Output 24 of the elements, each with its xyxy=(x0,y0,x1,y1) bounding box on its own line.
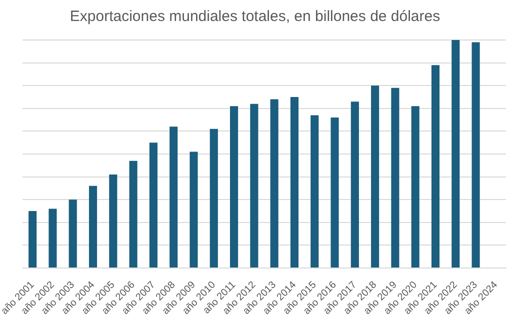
bar xyxy=(290,97,298,268)
bar xyxy=(109,174,118,268)
bar xyxy=(310,115,319,268)
bar xyxy=(190,152,198,268)
bar xyxy=(452,40,460,268)
bar xyxy=(170,126,178,268)
bar xyxy=(250,104,258,268)
bar xyxy=(350,102,359,268)
bar xyxy=(88,186,98,268)
bar xyxy=(371,86,380,268)
bar xyxy=(149,142,158,268)
bar xyxy=(270,99,278,268)
bar xyxy=(230,106,238,268)
chart-title: Exportaciones mundiales totales, en billones de dólares xyxy=(70,8,440,26)
bar xyxy=(68,200,77,268)
bar xyxy=(391,88,400,268)
bar xyxy=(210,128,218,268)
bar xyxy=(431,65,440,268)
bar xyxy=(330,118,339,268)
bar xyxy=(411,106,420,268)
bar xyxy=(472,42,480,268)
bar xyxy=(28,211,37,268)
bar xyxy=(48,208,57,268)
bar xyxy=(129,160,138,268)
